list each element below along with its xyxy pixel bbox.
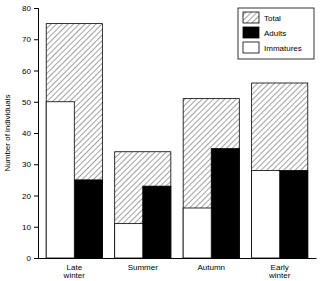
- y-tick: 20: [22, 192, 38, 201]
- legend-swatch: [243, 27, 259, 38]
- bar: [211, 149, 239, 258]
- bar: [280, 171, 308, 259]
- legend-label: Total: [264, 14, 281, 23]
- y-tick-label: 70: [22, 35, 31, 44]
- x-axis: Latewinter Summer Autumn Earlywinter: [39, 258, 317, 280]
- y-tick-label: 50: [22, 98, 31, 107]
- bar: [143, 186, 171, 258]
- x-axis-line: [39, 258, 317, 259]
- y-axis-line: [34, 9, 39, 259]
- legend-label: Adults: [264, 29, 286, 38]
- y-axis: 0 10 20 30 40 50 60 70 80: [22, 4, 38, 263]
- y-axis-title: Number of individuals: [3, 95, 12, 172]
- y-tick-label: 20: [22, 192, 31, 201]
- y-tick: 50: [22, 98, 38, 107]
- legend-label: Immatures: [264, 44, 302, 53]
- bar: [183, 208, 211, 258]
- y-tick-mark: [34, 102, 38, 103]
- y-tick-label: 60: [22, 67, 31, 76]
- bar: [183, 99, 239, 258]
- x-tick-label: Latewinter: [63, 263, 86, 281]
- bar: [252, 171, 280, 259]
- y-tick-mark: [34, 133, 38, 134]
- y-tick-mark: [34, 227, 38, 228]
- bar: [115, 152, 171, 258]
- bar: [252, 83, 308, 258]
- legend-swatch: [243, 12, 259, 23]
- x-tick-label: Autumn: [197, 263, 225, 272]
- x-tick: Latewinter: [63, 258, 86, 280]
- plot: 0 10 20 30 40 50 60 70 80 Latewinter Summer Autumn E…: [22, 4, 316, 280]
- legend-box: [238, 8, 314, 59]
- y-tick-label: 0: [27, 254, 32, 263]
- x-tick-label: Summer: [128, 263, 159, 272]
- bar: [74, 180, 102, 258]
- y-tick: 10: [22, 223, 38, 232]
- y-tick-mark: [34, 196, 38, 197]
- y-tick: 80: [22, 4, 38, 13]
- bar: [46, 102, 74, 258]
- y-tick-mark: [34, 8, 38, 9]
- x-tick: Earlywinter: [268, 258, 291, 280]
- y-tick: 30: [22, 160, 38, 169]
- y-tick-mark: [34, 39, 38, 40]
- chart: 0 10 20 30 40 50 60 70 80 Latewinter Summer Autumn E…: [0, 0, 322, 281]
- x-tick: Autumn: [197, 258, 225, 272]
- bar: [115, 224, 143, 258]
- y-tick: 70: [22, 35, 38, 44]
- y-tick-label: 10: [22, 223, 31, 232]
- y-tick-mark: [34, 164, 38, 165]
- y-tick-label: 80: [22, 4, 31, 13]
- y-tick-label: 40: [22, 129, 31, 138]
- legend: Total Adults Immatures: [238, 8, 314, 59]
- bar: [46, 24, 102, 258]
- x-tick-label: Earlywinter: [268, 263, 291, 281]
- y-tick-mark: [34, 258, 38, 259]
- y-tick: 0: [27, 254, 38, 263]
- x-tick: Summer: [128, 258, 159, 272]
- y-tick-label: 30: [22, 160, 31, 169]
- legend-swatch: [243, 42, 259, 53]
- y-tick: 40: [22, 129, 38, 138]
- y-tick: 60: [22, 67, 38, 76]
- y-tick-mark: [34, 71, 38, 72]
